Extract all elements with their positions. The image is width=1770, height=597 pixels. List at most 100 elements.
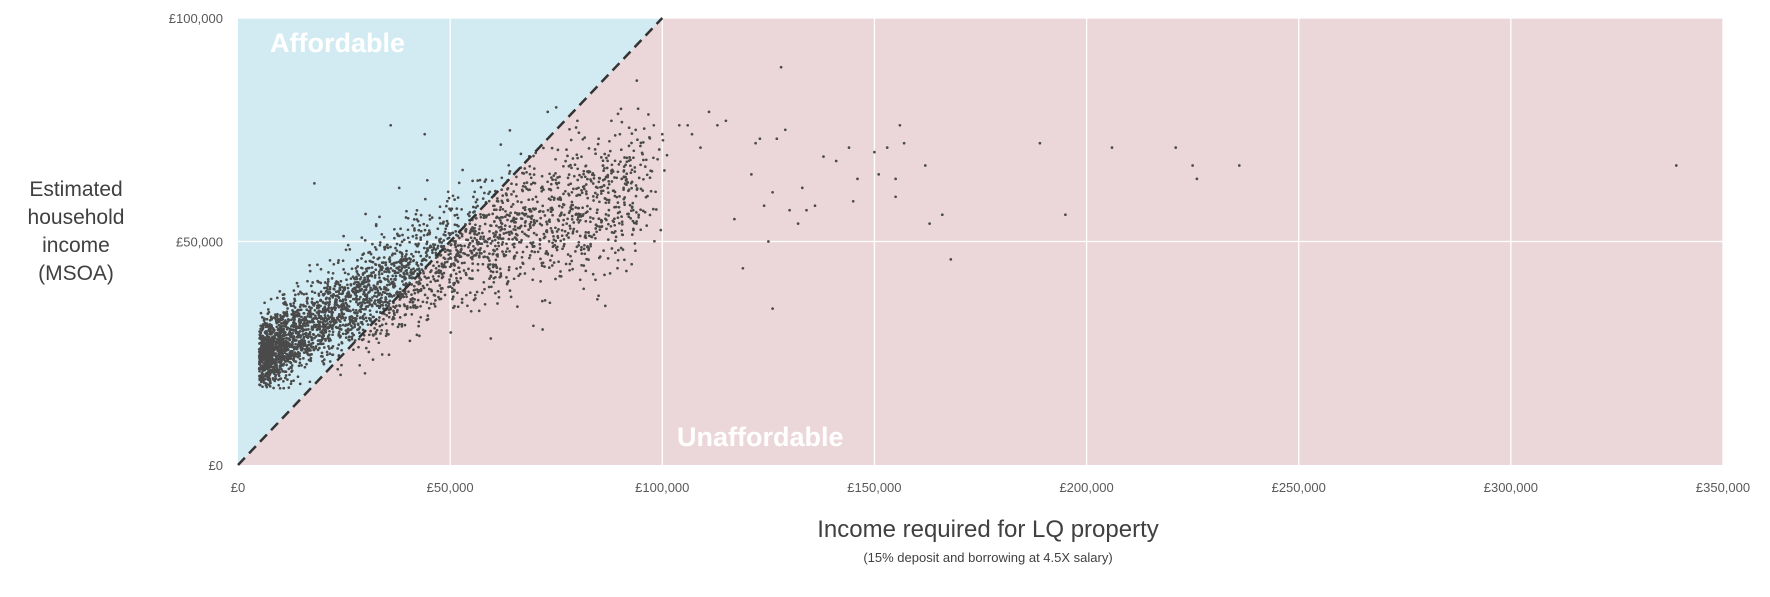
data-point: [338, 334, 342, 337]
data-point: [545, 222, 549, 226]
data-point: [348, 248, 352, 251]
data-point: [306, 312, 310, 316]
data-point: [266, 312, 270, 316]
data-point: [496, 241, 500, 245]
data-point: [626, 180, 629, 184]
data-point: [289, 361, 293, 365]
data-point: [286, 307, 289, 310]
data-point: [512, 190, 516, 193]
data-point: [406, 216, 410, 220]
data-point: [293, 293, 297, 297]
data-point: [556, 197, 560, 201]
data-point: [495, 224, 498, 228]
data-point: [894, 195, 897, 199]
data-point: [582, 187, 586, 191]
data-point: [278, 386, 282, 390]
data-point: [259, 380, 263, 384]
data-point: [383, 248, 387, 251]
data-point: [348, 339, 351, 342]
data-point: [297, 308, 301, 312]
data-point: [292, 355, 296, 359]
x-axis-sublabel: (15% deposit and borrowing at 4.5X salar…: [863, 550, 1113, 565]
data-point: [362, 252, 366, 255]
data-point: [308, 269, 312, 273]
data-point: [469, 256, 473, 259]
data-point: [594, 152, 597, 156]
data-point: [260, 316, 264, 319]
data-point: [471, 269, 474, 272]
data-point: [544, 252, 548, 255]
data-point: [391, 252, 395, 256]
data-point: [439, 287, 443, 290]
x-axis-label: Income required for LQ property: [817, 516, 1159, 543]
data-point: [295, 345, 298, 349]
data-point: [355, 294, 358, 298]
data-point: [468, 210, 472, 214]
data-point: [261, 351, 265, 355]
data-point: [630, 206, 634, 209]
data-point: [416, 298, 420, 302]
data-point: [405, 264, 409, 267]
data-point: [292, 335, 296, 339]
data-point: [354, 288, 357, 291]
data-point: [604, 213, 608, 216]
data-point: [290, 328, 294, 331]
data-point: [413, 291, 417, 295]
data-point: [454, 245, 458, 249]
data-point: [523, 224, 527, 228]
data-point: [328, 300, 332, 304]
data-point: [298, 361, 302, 365]
data-point: [269, 349, 273, 353]
data-point: [288, 333, 292, 337]
data-point: [344, 248, 348, 252]
data-point: [373, 326, 376, 330]
data-point: [320, 342, 323, 346]
data-point: [320, 331, 324, 335]
data-point: [584, 211, 588, 215]
data-point: [269, 332, 272, 336]
x-tick-label: £200,000: [1059, 480, 1113, 495]
data-point: [289, 350, 293, 353]
data-point: [412, 218, 416, 221]
data-point: [541, 204, 545, 208]
data-point: [599, 192, 603, 195]
data-point: [488, 267, 491, 271]
data-point: [279, 341, 283, 345]
data-point: [625, 172, 629, 176]
data-point: [580, 175, 583, 179]
data-point: [493, 238, 497, 242]
data-point: [299, 340, 303, 344]
data-point: [398, 273, 402, 277]
data-point: [498, 236, 502, 239]
data-point: [549, 210, 553, 214]
data-point: [528, 224, 532, 228]
data-point: [276, 333, 279, 337]
data-point: [453, 289, 456, 293]
data-point: [368, 318, 372, 322]
data-point: [319, 317, 323, 321]
data-point: [597, 256, 601, 260]
data-point: [286, 320, 289, 324]
data-point: [319, 290, 323, 294]
data-point: [629, 217, 633, 220]
data-point: [395, 271, 399, 275]
data-point: [292, 301, 296, 305]
data-point: [488, 259, 491, 262]
data-point: [379, 303, 383, 307]
data-point: [315, 324, 319, 328]
data-point: [336, 367, 340, 371]
data-point: [523, 232, 526, 236]
data-point: [834, 159, 838, 163]
data-point: [568, 224, 572, 228]
data-point: [603, 166, 606, 170]
data-point: [508, 233, 511, 236]
data-point: [404, 292, 408, 296]
data-point: [379, 300, 383, 303]
data-point: [476, 204, 479, 208]
data-point: [476, 179, 480, 182]
data-point: [602, 249, 605, 252]
data-point: [345, 278, 348, 282]
data-point: [635, 79, 639, 82]
data-point: [490, 285, 493, 289]
data-point: [353, 339, 357, 342]
